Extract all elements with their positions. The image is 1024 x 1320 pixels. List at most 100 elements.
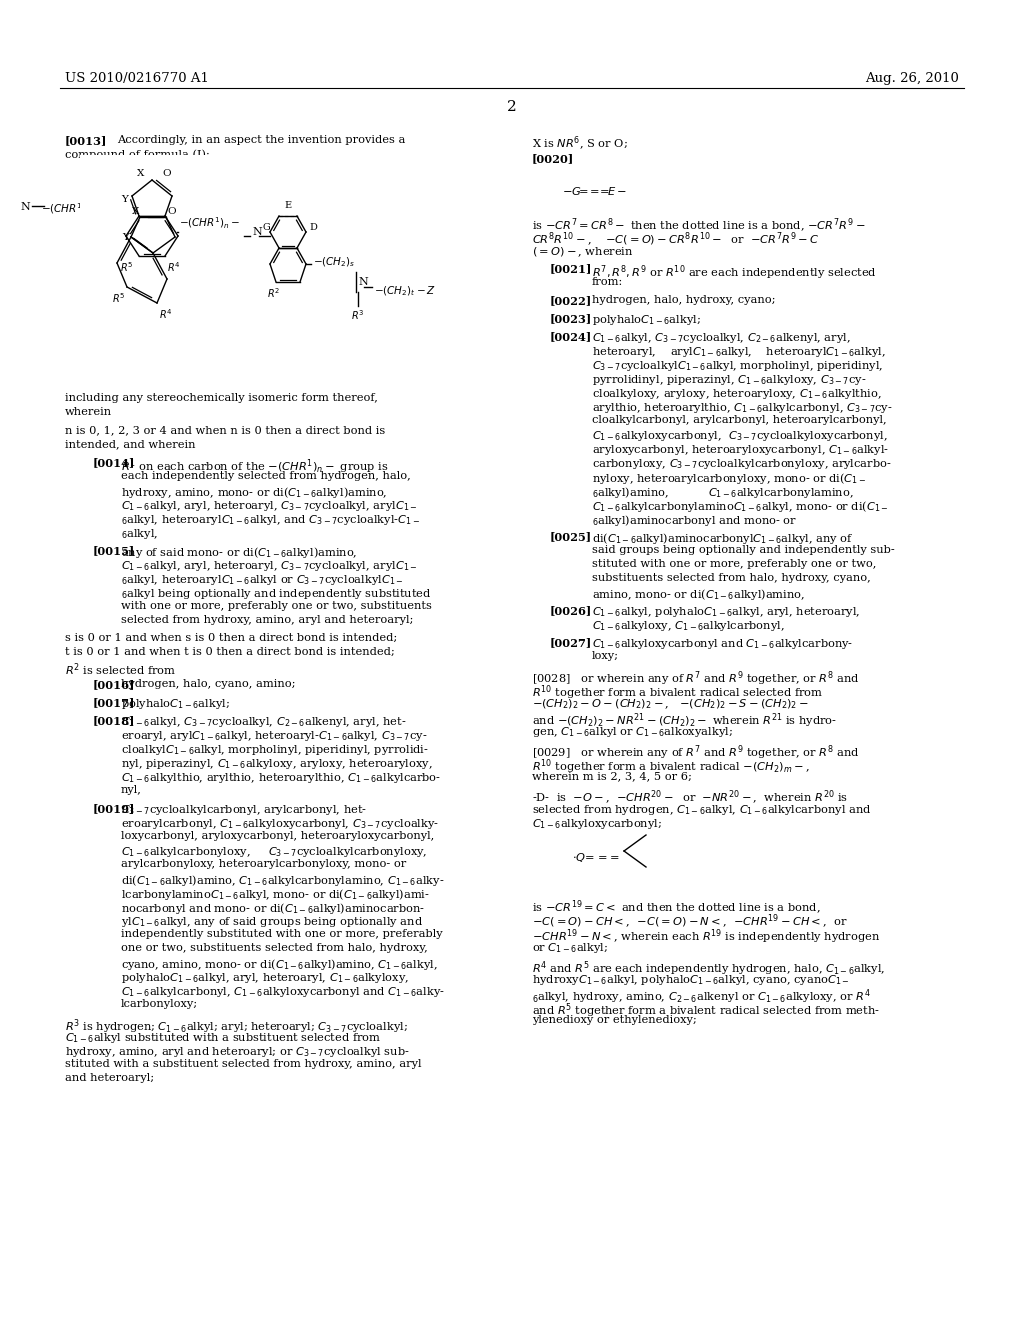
Text: X: X	[136, 169, 144, 178]
Text: t is 0 or 1 and when t is 0 then a direct bond is intended;: t is 0 or 1 and when t is 0 then a direc…	[65, 647, 394, 657]
Text: nyl, piperazinyl, $C_{1-6}$alkyloxy, aryloxy, heteroaryloxy,: nyl, piperazinyl, $C_{1-6}$alkyloxy, ary…	[121, 756, 433, 771]
Text: said groups being optionally and independently sub-: said groups being optionally and indepen…	[592, 545, 895, 554]
Text: any of said mono- or di($C_{1-6}$alkyl)amino,: any of said mono- or di($C_{1-6}$alkyl)a…	[121, 545, 357, 560]
Text: [0027]: [0027]	[550, 638, 592, 648]
Text: $C_{1-6}$alkylcarbonyloxy,     $C_{3-7}$cycloalkylcarbonyloxy,: $C_{1-6}$alkylcarbonyloxy, $C_{3-7}$cycl…	[121, 845, 427, 859]
Text: $C_{3-7}$cycloalkyl$C_{1-6}$alkyl, morpholinyl, piperidinyl,: $C_{3-7}$cycloalkyl$C_{1-6}$alkyl, morph…	[592, 359, 883, 374]
Text: $_6$alkyl)aminocarbonyl and mono- or: $_6$alkyl)aminocarbonyl and mono- or	[592, 513, 797, 528]
Text: D: D	[309, 223, 316, 232]
Text: X: X	[119, 178, 126, 187]
Text: lcarbonylamino$C_{1-6}$alkyl, mono- or di($C_{1-6}$alkyl)ami-: lcarbonylamino$C_{1-6}$alkyl, mono- or d…	[121, 887, 430, 902]
Text: $-CHR^{19}-N<$, wherein each $R^{19}$ is independently hydrogen: $-CHR^{19}-N<$, wherein each $R^{19}$ is…	[532, 927, 881, 945]
Text: independently substituted with one or more, preferably: independently substituted with one or mo…	[121, 929, 442, 939]
Text: or $C_{1-6}$alkyl;: or $C_{1-6}$alkyl;	[532, 941, 608, 954]
Text: loxy;: loxy;	[592, 651, 618, 661]
Text: [0020]: [0020]	[532, 153, 574, 164]
Text: carbonyloxy, $C_{3-7}$cycloalkylcarbonyloxy, arylcarbo-: carbonyloxy, $C_{3-7}$cycloalkylcarbonyl…	[592, 457, 892, 471]
Text: wherein: wherein	[65, 407, 112, 417]
Text: [0017]: [0017]	[93, 697, 135, 708]
Text: with one or more, preferably one or two, substituents: with one or more, preferably one or two,…	[121, 601, 432, 611]
Text: hydroxy$C_{1-6}$alkyl, polyhalo$C_{1-6}$alkyl, cyano, cyano$C_{1-}$: hydroxy$C_{1-6}$alkyl, polyhalo$C_{1-6}$…	[532, 973, 850, 987]
Text: $C_{1-6}$alkylcarbonylamino$C_{1-6}$alkyl, mono- or di($C_{1-}$: $C_{1-6}$alkylcarbonylamino$C_{1-6}$alky…	[592, 499, 889, 513]
Text: $R^2$ is selected from: $R^2$ is selected from	[65, 661, 176, 677]
Text: hydrogen, halo, hydroxy, cyano;: hydrogen, halo, hydroxy, cyano;	[592, 294, 775, 305]
Text: $-(CHR^1)_n-$: $-(CHR^1)_n-$	[179, 215, 241, 231]
Text: polyhalo$C_{1-6}$alkyl;: polyhalo$C_{1-6}$alkyl;	[121, 697, 230, 711]
Text: $-(CH_2)_t-Z$: $-(CH_2)_t-Z$	[374, 284, 436, 297]
Text: $R^3$: $R^3$	[351, 308, 365, 322]
Text: [0026]: [0026]	[550, 605, 592, 616]
Text: Accordingly, in an aspect the invention provides a: Accordingly, in an aspect the invention …	[117, 135, 406, 145]
Text: $R^4$: $R^4$	[159, 308, 172, 321]
Text: $R^4$ and $R^5$ are each independently hydrogen, halo, $C_{1-6}$alkyl,: $R^4$ and $R^5$ are each independently h…	[532, 960, 886, 978]
Bar	[80, 160, 520, 360]
Text: including any stereochemically isomeric form thereof,: including any stereochemically isomeric …	[65, 393, 378, 403]
Text: [0013]: [0013]	[65, 135, 108, 147]
Text: and heteroaryl;: and heteroaryl;	[65, 1073, 155, 1082]
Text: gen, $C_{1-6}$alkyl or $C_{1-6}$alkoxyalkyl;: gen, $C_{1-6}$alkyl or $C_{1-6}$alkoxyal…	[532, 725, 733, 739]
Text: (I): (I)	[406, 173, 419, 183]
Text: $_6$alkyl)amino,           $C_{1-6}$alkylcarbonylamino,: $_6$alkyl)amino, $C_{1-6}$alkylcarbonyla…	[592, 484, 854, 500]
Text: arylthio, heteroarylthio, $C_{1-6}$alkylcarbonyl, $C_{3-7}$cy-: arylthio, heteroarylthio, $C_{1-6}$alkyl…	[592, 401, 893, 414]
Text: heteroaryl,    aryl$C_{1-6}$alkyl,    heteroaryl$C_{1-6}$alkyl,: heteroaryl, aryl$C_{1-6}$alkyl, heteroar…	[592, 345, 886, 359]
Text: $R^2$: $R^2$	[267, 286, 280, 300]
Text: substituents selected from halo, hydroxy, cyano,: substituents selected from halo, hydroxy…	[592, 573, 870, 583]
Text: is $-CR^{19}{=}C<$ and then the dotted line is a bond,: is $-CR^{19}{=}C<$ and then the dotted l…	[532, 899, 820, 917]
Text: hydroxy, amino, aryl and heteroaryl; or $C_{3-7}$cycloalkyl sub-: hydroxy, amino, aryl and heteroaryl; or …	[65, 1045, 410, 1059]
Text: $R^5$: $R^5$	[112, 290, 125, 305]
Text: $C_{1-6}$alkyl, $C_{3-7}$cycloalkyl, $C_{2-6}$alkenyl, aryl,: $C_{1-6}$alkyl, $C_{3-7}$cycloalkyl, $C_…	[592, 331, 851, 345]
Text: one or two, substituents selected from halo, hydroxy,: one or two, substituents selected from h…	[121, 942, 428, 953]
Text: stituted with one or more, preferably one or two,: stituted with one or more, preferably on…	[592, 558, 877, 569]
Text: $C_{1-6}$alkyl, $C_{3-7}$cycloalkyl, $C_{2-6}$alkenyl, aryl, het-: $C_{1-6}$alkyl, $C_{3-7}$cycloalkyl, $C_…	[121, 715, 407, 729]
Text: compound of formula (I):: compound of formula (I):	[65, 149, 210, 160]
Text: Y: Y	[110, 202, 116, 210]
Text: cyano, amino, mono- or di($C_{1-6}$alkyl)amino, $C_{1-6}$alkyl,: cyano, amino, mono- or di($C_{1-6}$alkyl…	[121, 957, 437, 972]
Text: di($C_{1-6}$alkyl)amino, $C_{1-6}$alkylcarbonylamino, $C_{1-6}$alky-: di($C_{1-6}$alkyl)amino, $C_{1-6}$alkylc…	[121, 873, 444, 888]
Text: $R^5$: $R^5$	[120, 260, 133, 273]
Text: each independently selected from hydrogen, halo,: each independently selected from hydroge…	[121, 471, 411, 480]
Text: yl$C_{1-6}$alkyl, any of said groups being optionally and: yl$C_{1-6}$alkyl, any of said groups bei…	[121, 915, 423, 929]
Text: selected from hydroxy, amino, aryl and heteroaryl;: selected from hydroxy, amino, aryl and h…	[121, 615, 414, 624]
Text: [0024]: [0024]	[550, 331, 592, 342]
Text: $-(CHR^1)_n-$: $-(CHR^1)_n-$	[41, 202, 102, 218]
Text: $C_{1-6}$alkyloxycarbonyl,  $C_{3-7}$cycloalkyloxycarbonyl,: $C_{1-6}$alkyloxycarbonyl, $C_{3-7}$cycl…	[592, 429, 888, 444]
Text: $R^7, R^8, R^9$ or $R^{10}$ are each independently selected: $R^7, R^8, R^9$ or $R^{10}$ are each ind…	[592, 263, 877, 281]
Text: $_6$alkyl, heteroaryl$C_{1-6}$alkyl or $C_{3-7}$cycloalkyl$C_{1-}$: $_6$alkyl, heteroaryl$C_{1-6}$alkyl or $…	[121, 573, 403, 587]
Text: $R^{10}$ together form a bivalent radical selected from: $R^{10}$ together form a bivalent radica…	[532, 682, 823, 702]
Text: $_6$alkyl, hydroxy, amino, $C_{2-6}$alkenyl or $C_{1-6}$alkyloxy, or $R^4$: $_6$alkyl, hydroxy, amino, $C_{2-6}$alke…	[532, 987, 870, 1006]
Text: $R^{10}$ together form a bivalent radical $-(CH_2)_m-$,: $R^{10}$ together form a bivalent radica…	[532, 756, 810, 776]
Text: US 2010/0216770 A1: US 2010/0216770 A1	[65, 73, 209, 84]
Text: $CR^8R^{10}-$,    $-C({=}O)-CR^8R^{10}-$  or  $-CR^7R^9-C$: $CR^8R^{10}-$, $-C({=}O)-CR^8R^{10}-$ or…	[532, 231, 819, 249]
Text: [0029]   or wherein any of $R^7$ and $R^9$ together, or $R^8$ and: [0029] or wherein any of $R^7$ and $R^9$…	[532, 743, 859, 762]
Text: eroarylcarbonyl, $C_{1-6}$alkyloxycarbonyl, $C_{3-7}$cycloalky-: eroarylcarbonyl, $C_{1-6}$alkyloxycarbon…	[121, 817, 439, 832]
Text: $C_{1-6}$alkyloxycarbonyl;: $C_{1-6}$alkyloxycarbonyl;	[532, 817, 663, 832]
Text: [0015]: [0015]	[93, 545, 135, 556]
Text: $C_{3-7}$cycloalkylcarbonyl, arylcarbonyl, het-: $C_{3-7}$cycloalkylcarbonyl, arylcarbony…	[121, 803, 368, 817]
Text: $({=}O)-$, wherein: $({=}O)-$, wherein	[532, 246, 634, 259]
Text: wherein m is 2, 3, 4, 5 or 6;: wherein m is 2, 3, 4, 5 or 6;	[532, 771, 692, 781]
Text: [0018]: [0018]	[93, 715, 135, 726]
Text: n is 0, 1, 2, 3 or 4 and when n is 0 then a direct bond is: n is 0, 1, 2, 3 or 4 and when n is 0 the…	[65, 425, 385, 436]
Text: $-G{\!\!=\!\!=\!\!=\!\!}E-$: $-G{\!\!=\!\!=\!\!=\!\!}E-$	[562, 185, 628, 197]
Text: G: G	[262, 223, 270, 232]
Text: polyhalo$C_{1-6}$alkyl;: polyhalo$C_{1-6}$alkyl;	[592, 313, 701, 327]
Text: $C_{1-6}$alkyloxycarbonyl and $C_{1-6}$alkylcarbony-: $C_{1-6}$alkyloxycarbonyl and $C_{1-6}$a…	[592, 638, 853, 651]
Text: pyrrolidinyl, piperazinyl, $C_{1-6}$alkyloxy, $C_{3-7}$cy-: pyrrolidinyl, piperazinyl, $C_{1-6}$alky…	[592, 374, 866, 387]
Text: 2: 2	[507, 100, 517, 114]
Text: O: O	[162, 169, 171, 178]
Text: $_6$alkyl,: $_6$alkyl,	[121, 527, 159, 541]
Text: $_6$alkyl, heteroaryl$C_{1-6}$alkyl, and $C_{3-7}$cycloalkyl-$C_{1-}$: $_6$alkyl, heteroaryl$C_{1-6}$alkyl, and…	[121, 513, 420, 527]
Text: nyloxy, heteroarylcarbonyloxy, mono- or di($C_{1-}$: nyloxy, heteroarylcarbonyloxy, mono- or …	[592, 471, 866, 486]
Text: $C_{1-6}$alkyl substituted with a substituent selected from: $C_{1-6}$alkyl substituted with a substi…	[65, 1031, 381, 1045]
Text: X is $NR^6$, S or O;: X is $NR^6$, S or O;	[532, 135, 628, 153]
Text: di($C_{1-6}$alkyl)aminocarbonyl$C_{1-6}$alkyl, any of: di($C_{1-6}$alkyl)aminocarbonyl$C_{1-6}$…	[592, 531, 853, 546]
Text: nyl,: nyl,	[121, 785, 142, 795]
Text: $R^4$: $R^4$	[158, 251, 171, 265]
Text: [0016]: [0016]	[93, 678, 135, 690]
Text: and $R^5$ together form a bivalent radical selected from meth-: and $R^5$ together form a bivalent radic…	[532, 1001, 880, 1019]
Text: nocarbonyl and mono- or di($C_{1-6}$alkyl)aminocarbon-: nocarbonyl and mono- or di($C_{1-6}$alky…	[121, 902, 425, 916]
Text: $C_{1-6}$alkylcarbonyl, $C_{1-6}$alkyloxycarbonyl and $C_{1-6}$alky-: $C_{1-6}$alkylcarbonyl, $C_{1-6}$alkylox…	[121, 985, 445, 999]
Text: amino, mono- or di($C_{1-6}$alkyl)amino,: amino, mono- or di($C_{1-6}$alkyl)amino,	[592, 587, 805, 602]
Text: $C_{1-6}$alkyl, aryl, heteroaryl, $C_{3-7}$cycloalkyl, aryl$C_{1-}$: $C_{1-6}$alkyl, aryl, heteroaryl, $C_{3-…	[121, 558, 418, 573]
Text: cloalkylcarbonyl, arylcarbonyl, heteroarylcarbonyl,: cloalkylcarbonyl, arylcarbonyl, heteroar…	[592, 414, 887, 425]
